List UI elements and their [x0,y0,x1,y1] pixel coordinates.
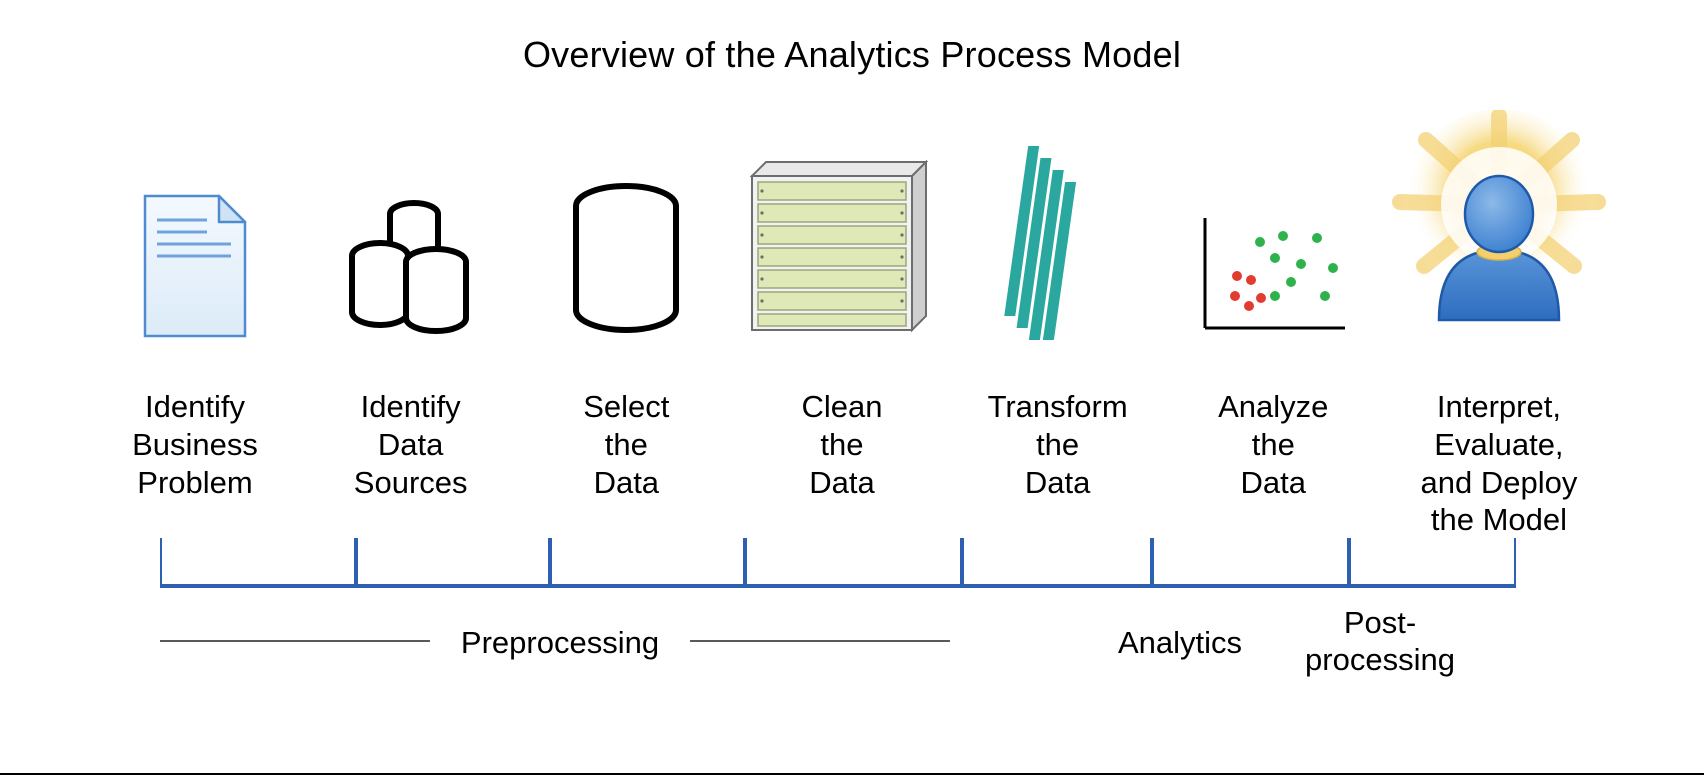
phase-label-postprocessing: Post- processing [1280,604,1480,678]
step-label: Analyze the Data [1218,388,1328,501]
step-identify-business-problem: Identify Business Problem [90,130,300,539]
timeline [160,512,1516,590]
scatter-plot-icon [1168,130,1378,340]
steps-row: Identify Business Problem [90,130,1614,539]
step-interpret-evaluate-deploy: Interpret, Evaluate, and Deploy the Mode… [1384,130,1614,539]
cylinder-icon [521,130,731,340]
step-select-the-data: Select the Data [521,130,731,539]
diagram-title: Overview of the Analytics Process Model [0,34,1704,76]
phase-label-preprocessing: Preprocessing [450,624,670,661]
step-label: Identify Business Problem [132,388,258,501]
document-icon [90,130,300,340]
bottom-rule [0,773,1704,775]
step-label: Clean the Data [801,388,882,501]
phases-row: Preprocessing Analytics Post- processing [90,610,1614,690]
insight-person-icon [1384,130,1614,340]
step-label: Identify Data Sources [354,388,468,501]
phase-label-analytics: Analytics [1100,624,1260,661]
diagram-canvas: Overview of the Analytics Process Model [0,0,1704,777]
server-stack-icon [737,130,947,340]
phase-line-right [690,640,950,642]
step-clean-the-data: Clean the Data [737,130,947,539]
step-label: Select the Data [583,388,669,501]
step-identify-data-sources: Identify Data Sources [306,130,516,539]
step-label: Transform the Data [988,388,1128,501]
step-transform-the-data: Transform the Data [953,130,1163,539]
databases-icon [306,130,516,340]
phase-line-left [160,640,430,642]
transform-bars-icon [953,130,1163,340]
step-analyze-the-data: Analyze the Data [1168,130,1378,539]
